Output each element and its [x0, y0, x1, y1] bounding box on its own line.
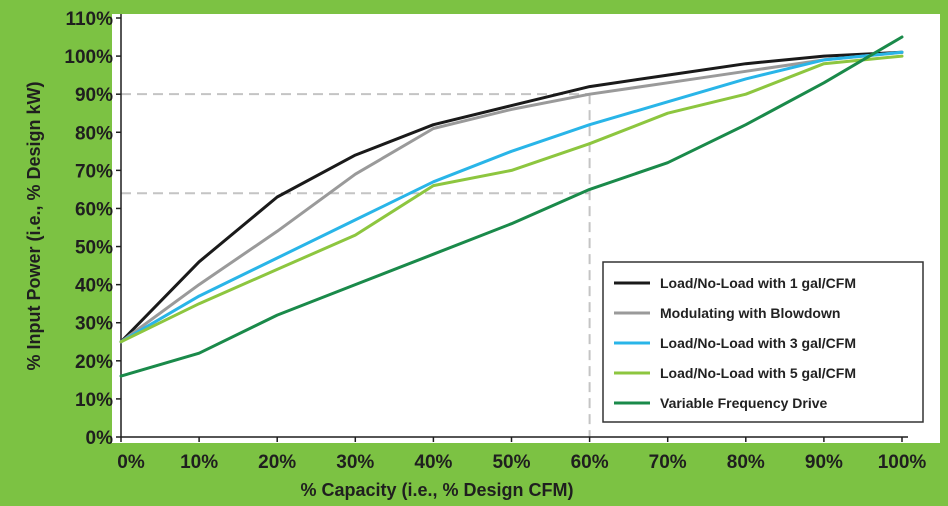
x-tick-label: 60% — [571, 452, 609, 473]
y-tick-label: 80% — [75, 123, 113, 144]
y-tick-label: 50% — [75, 238, 113, 259]
y-tick-label: 0% — [86, 428, 114, 449]
x-tick-label: 40% — [414, 452, 452, 473]
y-tick-label: 90% — [75, 85, 113, 106]
x-tick-label: 90% — [805, 452, 843, 473]
y-tick-label: 20% — [75, 352, 113, 373]
legend-box — [602, 261, 924, 423]
x-axis-title: % Capacity (i.e., % Design CFM) — [300, 480, 573, 500]
x-tick-label: 20% — [258, 452, 296, 473]
y-tick-labels: 0% 10% 20% 30% 40% 50% 60% 70% 80% 90% 100% 110% — [64, 9, 113, 449]
y-tick-label: 60% — [75, 199, 113, 220]
y-tick-label: 100% — [64, 47, 113, 68]
x-tick-label: 100% — [878, 452, 927, 473]
legend: Load/No-Load with 1 gal/CFM Modulating wi… — [602, 261, 924, 423]
x-tick-label: 0% — [117, 452, 145, 473]
reference-lines — [121, 93, 591, 437]
legend-label: Variable Frequency Drive — [660, 395, 828, 411]
x-tick-label: 50% — [492, 452, 530, 473]
series-line-4 — [119, 54, 904, 344]
legend-label: Modulating with Blowdown — [660, 305, 840, 321]
series-lines — [119, 35, 904, 378]
y-tick-label: 70% — [75, 161, 113, 182]
x-tick-label: 80% — [727, 452, 765, 473]
x-tick-label: 70% — [649, 452, 687, 473]
y-tick-label: 40% — [75, 276, 113, 297]
series-line-3 — [119, 50, 904, 344]
x-tick-label: 10% — [180, 452, 218, 473]
axes — [116, 14, 908, 442]
series-line-1 — [119, 50, 904, 344]
legend-label: Load/No-Load with 5 gal/CFM — [660, 365, 856, 381]
legend-label: Load/No-Load with 3 gal/CFM — [660, 335, 856, 351]
x-tick-labels: 0% 10% 20% 30% 40% 50% 60% 70% 80% 90% 100% — [117, 452, 926, 473]
series-line-5 — [119, 35, 904, 378]
series-line-2 — [119, 50, 904, 344]
y-tick-label: 10% — [75, 390, 113, 411]
y-tick-label: 30% — [75, 314, 113, 335]
y-axis-title: % Input Power (i.e., % Design kW) — [24, 81, 44, 370]
x-tick-label: 30% — [336, 452, 374, 473]
legend-label: Load/No-Load with 1 gal/CFM — [660, 275, 856, 291]
y-tick-label: 110% — [65, 9, 113, 30]
